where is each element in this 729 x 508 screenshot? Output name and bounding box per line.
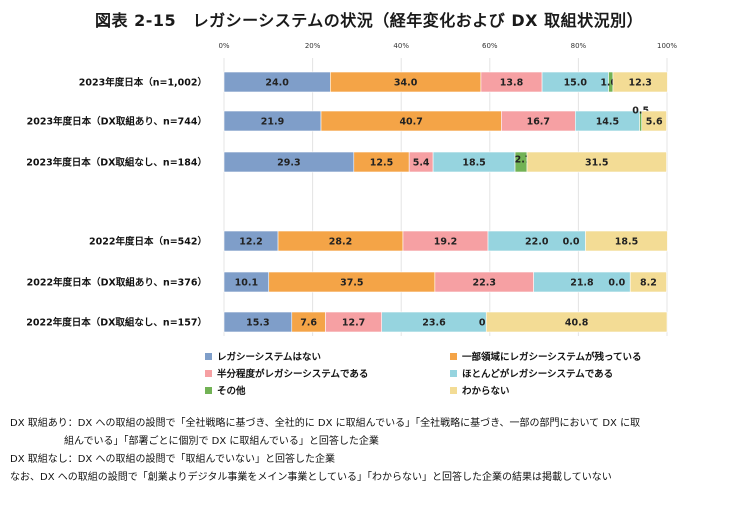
x-tick-label: 40% bbox=[393, 42, 409, 50]
legend-label: 一部領域にレガシーシステムが残っている bbox=[462, 352, 642, 363]
bar-segment bbox=[629, 271, 667, 293]
x-tick-label: 60% bbox=[482, 42, 498, 50]
data-label: 14.5 bbox=[596, 117, 619, 128]
data-label: 12.2 bbox=[239, 237, 262, 248]
data-label: 22.0 bbox=[525, 237, 549, 248]
data-label: 40.7 bbox=[399, 117, 422, 128]
bar-segment bbox=[485, 311, 668, 333]
row-label: 2022年度日本（n=542） bbox=[89, 236, 207, 248]
data-label: 12.5 bbox=[370, 158, 393, 169]
legend-label: ほとんどがレガシーシステムである bbox=[462, 369, 614, 380]
legend-swatch bbox=[450, 352, 457, 360]
data-label: 22.3 bbox=[473, 278, 496, 289]
data-label: 13.8 bbox=[500, 78, 524, 89]
data-label: 18.5 bbox=[615, 237, 638, 248]
x-tick-label: 0% bbox=[218, 42, 229, 50]
data-label: 34.0 bbox=[394, 78, 418, 89]
legend-label: わからない bbox=[462, 386, 510, 397]
x-tick-label: 20% bbox=[305, 42, 321, 50]
data-label: 15.0 bbox=[564, 78, 588, 89]
row-label: 2023年度日本（n=1,002） bbox=[79, 77, 207, 89]
legend-item-half: 半分程度がレガシーシステムである bbox=[205, 366, 368, 380]
footnote-dx-yes-cont: 組んでいる」「部署ごとに個別で DX に取組んでいる」と回答した企業 bbox=[64, 436, 379, 447]
legend-label: その他 bbox=[217, 386, 246, 397]
data-label: 24.0 bbox=[265, 78, 289, 89]
legend-label: レガシーシステムはない bbox=[217, 352, 322, 363]
chart-title: 図表 2-15 レガシーシステムの状況（経年変化および DX 取組状況別） bbox=[95, 11, 644, 30]
data-label: 18.5 bbox=[462, 158, 485, 169]
data-label: 7.6 bbox=[300, 318, 317, 329]
data-label: 31.5 bbox=[585, 158, 608, 169]
legend-swatch bbox=[205, 386, 212, 394]
bar-segment bbox=[612, 71, 668, 93]
stacked-bar-chart: 0% 20% 40% 60% 80% 100% 2023年度日本（n=1,002） 24.0 3… bbox=[26, 42, 677, 336]
data-label: 0.0 bbox=[563, 237, 580, 248]
data-label: 29.3 bbox=[277, 158, 300, 169]
legend-item-partial: 一部領域にレガシーシステムが残っている bbox=[450, 349, 642, 363]
legend-item-other: その他 bbox=[205, 383, 246, 397]
legend-label: 半分程度がレガシーシステムである bbox=[217, 369, 369, 380]
data-label: 19.2 bbox=[434, 237, 457, 248]
row-label: 2023年度日本（DX取組あり、n=744） bbox=[27, 116, 207, 128]
data-label: 21.8 bbox=[570, 278, 594, 289]
footnote-excluded: なお、DX への取組の設問で「創業よりデジタル事業をメイン事業としている」「わか… bbox=[10, 472, 612, 483]
footnote-dx-no: DX 取組なし：DX への取組の設問で「取組んでいない」と回答した企業 bbox=[10, 454, 335, 465]
bar-segment bbox=[641, 110, 667, 132]
data-label: 5.4 bbox=[413, 158, 430, 169]
data-label: 21.9 bbox=[261, 117, 284, 128]
data-label: 5.6 bbox=[646, 117, 663, 128]
data-label: 16.7 bbox=[527, 117, 550, 128]
data-label: 12.3 bbox=[628, 78, 651, 89]
footnote-dx-yes: DX 取組あり：DX への取組の設問で「全社戦略に基づき、全社的に DX に取組… bbox=[10, 418, 641, 429]
x-tick-label: 100% bbox=[657, 42, 677, 50]
data-label: 1.0 bbox=[600, 78, 617, 89]
legend-item-none: レガシーシステムはない bbox=[205, 349, 321, 363]
data-label: 10.1 bbox=[235, 278, 258, 289]
data-label: 8.2 bbox=[640, 278, 657, 289]
bar-segment bbox=[526, 151, 667, 173]
data-label: 0.0 bbox=[608, 278, 625, 289]
data-label: 2.7 bbox=[515, 155, 532, 166]
legend-swatch bbox=[450, 369, 457, 377]
x-tick-label: 80% bbox=[571, 42, 587, 50]
legend-item-unknown: わからない bbox=[450, 383, 510, 397]
row-label: 2023年度日本（DX取組なし、n=184） bbox=[26, 157, 207, 169]
data-label: 28.2 bbox=[329, 237, 352, 248]
data-label: 0.5 bbox=[632, 106, 649, 117]
footnotes: DX 取組あり：DX への取組の設問で「全社戦略に基づき、全社的に DX に取組… bbox=[10, 415, 725, 487]
row-label: 2022年度日本（DX取組なし、n=157） bbox=[26, 317, 207, 329]
data-label: 37.5 bbox=[340, 278, 363, 289]
data-label: 15.3 bbox=[246, 318, 269, 329]
bar-segment bbox=[585, 230, 668, 252]
row-label: 2022年度日本（DX取組あり、n=376） bbox=[27, 277, 207, 289]
legend-swatch bbox=[205, 352, 212, 360]
legend-swatch bbox=[205, 369, 212, 377]
data-label: 23.6 bbox=[422, 318, 446, 329]
data-label: 40.8 bbox=[565, 318, 589, 329]
legend-swatch bbox=[450, 386, 457, 394]
legend-item-most: ほとんどがレガシーシステムである bbox=[450, 366, 613, 380]
data-label: 12.7 bbox=[342, 318, 365, 329]
